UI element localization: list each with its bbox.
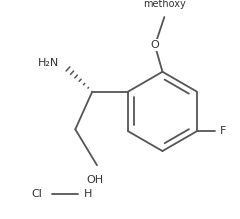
Text: H₂N: H₂N <box>38 58 59 68</box>
Text: Cl: Cl <box>32 189 43 198</box>
Text: F: F <box>219 126 226 136</box>
Text: methoxy: methoxy <box>143 0 186 9</box>
Text: OH: OH <box>87 175 104 185</box>
Text: O: O <box>150 40 159 50</box>
Text: H: H <box>84 189 92 198</box>
